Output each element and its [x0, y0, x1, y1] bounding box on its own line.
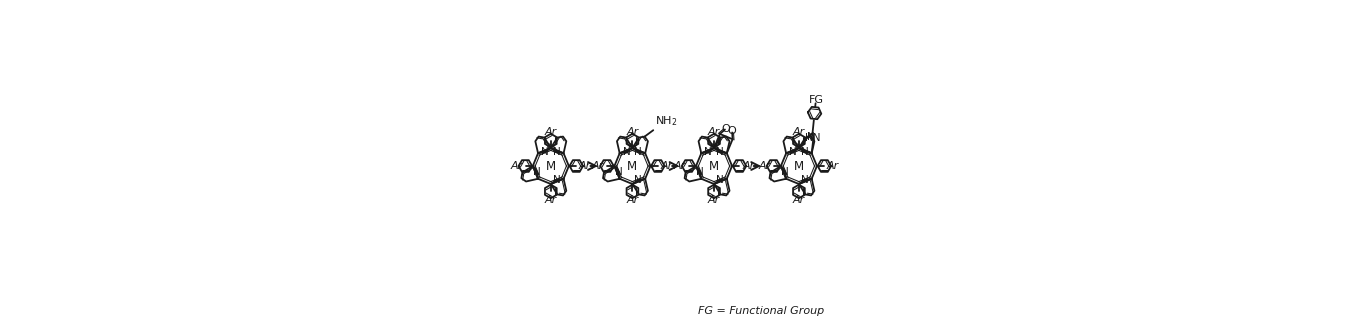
Text: Ar: Ar	[708, 127, 720, 137]
Text: Ar: Ar	[545, 195, 557, 205]
Text: FG = Functional Group: FG = Functional Group	[698, 306, 824, 316]
Text: M: M	[794, 159, 804, 173]
Text: O: O	[721, 124, 731, 133]
Text: Ar: Ar	[593, 161, 605, 171]
Text: Ar: Ar	[827, 161, 839, 171]
Text: N: N	[635, 175, 643, 185]
Text: FG: FG	[809, 95, 824, 105]
Text: O: O	[728, 126, 736, 136]
Text: HN: HN	[805, 133, 820, 143]
Text: N: N	[541, 147, 549, 157]
Text: N: N	[781, 167, 789, 177]
Text: N: N	[533, 167, 541, 177]
Text: Ar: Ar	[626, 127, 639, 137]
Text: Ar: Ar	[660, 161, 672, 171]
Text: N: N	[789, 147, 797, 157]
Text: N: N	[614, 167, 622, 177]
Text: Ar: Ar	[743, 161, 755, 171]
Text: N: N	[552, 147, 560, 157]
Text: N: N	[622, 147, 630, 157]
Text: Ar: Ar	[626, 195, 639, 205]
Text: M: M	[545, 159, 556, 173]
Text: M: M	[709, 159, 718, 173]
Text: N: N	[697, 167, 704, 177]
Text: NH$_2$: NH$_2$	[655, 115, 678, 128]
Text: Ar: Ar	[545, 127, 557, 137]
Text: N: N	[806, 132, 815, 142]
Text: N: N	[801, 175, 809, 185]
Text: N: N	[552, 175, 560, 185]
Text: N: N	[716, 175, 724, 185]
Text: N: N	[716, 147, 724, 157]
Text: Ar: Ar	[759, 161, 771, 171]
Text: N: N	[635, 147, 643, 157]
Text: Ar: Ar	[793, 195, 805, 205]
Text: M: M	[628, 159, 637, 173]
Text: Ar: Ar	[793, 127, 805, 137]
Text: N: N	[705, 147, 712, 157]
Text: Ar: Ar	[674, 161, 686, 171]
Text: Ar: Ar	[579, 161, 591, 171]
Text: Ar: Ar	[708, 195, 720, 205]
Text: N: N	[801, 147, 809, 157]
Text: Ar: Ar	[510, 161, 522, 171]
